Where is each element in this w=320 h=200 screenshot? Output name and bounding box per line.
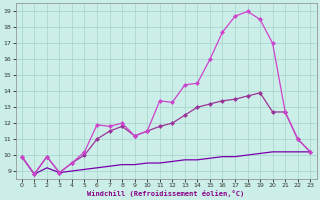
- X-axis label: Windchill (Refroidissement éolien,°C): Windchill (Refroidissement éolien,°C): [87, 190, 245, 197]
